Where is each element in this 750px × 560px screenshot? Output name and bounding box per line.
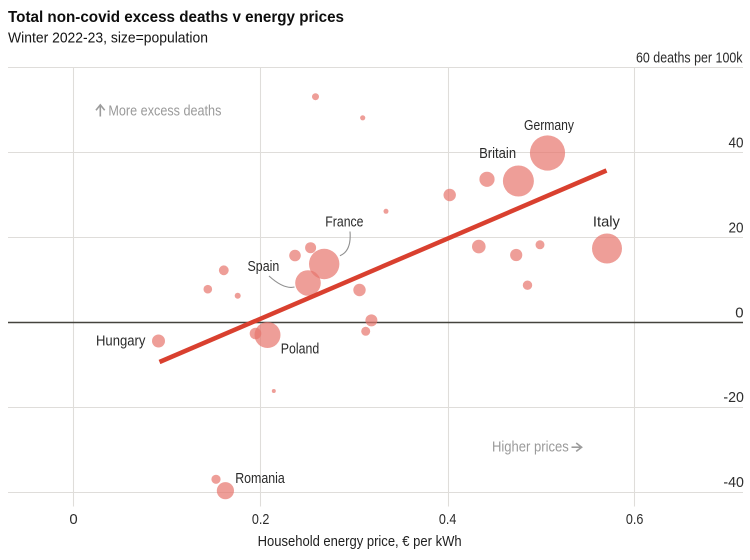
svg-text:Germany: Germany <box>524 117 574 134</box>
svg-text:Hungary: Hungary <box>96 333 146 350</box>
svg-text:-20: -20 <box>723 389 744 406</box>
svg-text:0.4: 0.4 <box>439 511 457 528</box>
svg-text:Poland: Poland <box>281 341 319 358</box>
svg-text:Household energy price, € per: Household energy price, € per kWh <box>258 533 462 550</box>
svg-text:Spain: Spain <box>248 258 280 275</box>
svg-text:Total non-covid excess deaths: Total non-covid excess deaths v energy p… <box>8 9 344 26</box>
svg-text:0: 0 <box>735 305 743 322</box>
svg-text:Britain: Britain <box>479 145 516 162</box>
svg-text:France: France <box>325 214 363 231</box>
svg-text:0.6: 0.6 <box>626 511 644 528</box>
svg-text:-40: -40 <box>723 474 744 491</box>
svg-text:0.2: 0.2 <box>252 511 270 528</box>
svg-text:60 deaths per 100k: 60 deaths per 100k <box>636 50 743 67</box>
svg-text:0: 0 <box>69 511 77 528</box>
svg-text:20: 20 <box>729 220 744 237</box>
svg-text:Winter 2022-23, size=populatio: Winter 2022-23, size=population <box>8 30 208 47</box>
svg-text:More excess deaths: More excess deaths <box>108 103 221 120</box>
svg-text:Italy: Italy <box>593 214 620 231</box>
svg-text:Higher prices: Higher prices <box>492 438 569 455</box>
svg-text:Romania: Romania <box>235 470 285 487</box>
svg-text:40: 40 <box>729 135 744 152</box>
